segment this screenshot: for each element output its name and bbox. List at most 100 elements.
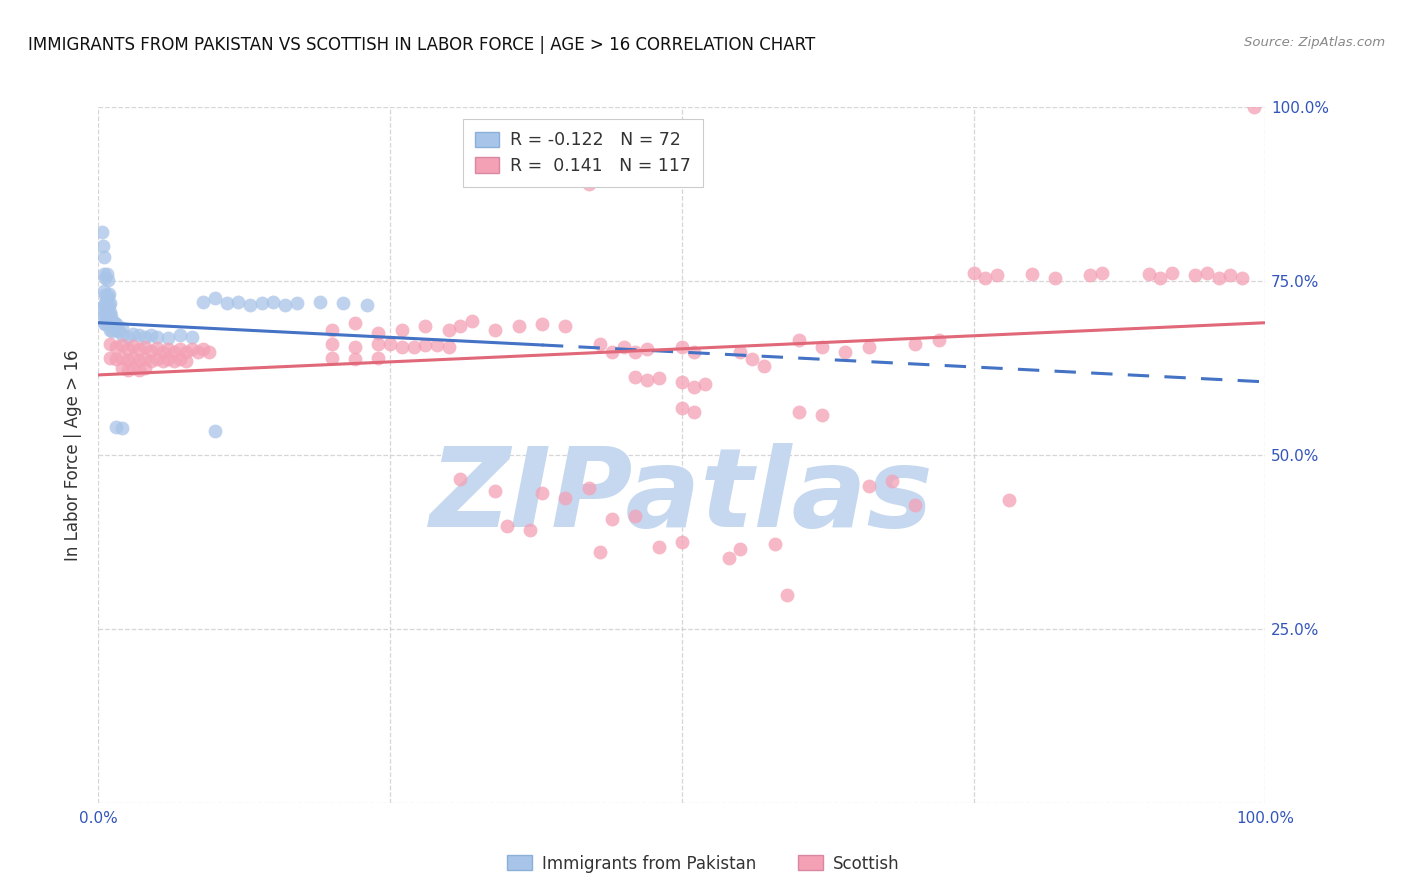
Point — [811, 340, 834, 354]
Point — [484, 484, 506, 499]
Point — [1045, 270, 1067, 285]
Point — [117, 329, 139, 343]
Point — [682, 380, 704, 394]
Point — [97, 298, 120, 312]
Point — [787, 333, 810, 347]
Point — [1080, 268, 1102, 283]
Point — [554, 491, 576, 505]
Point — [578, 481, 600, 495]
Point — [117, 363, 139, 377]
Point — [93, 298, 115, 312]
Point — [97, 307, 120, 321]
Point — [104, 316, 127, 330]
Point — [122, 339, 145, 353]
Point — [94, 270, 117, 285]
Point — [152, 354, 174, 368]
Point — [105, 323, 128, 337]
Point — [449, 472, 471, 486]
Point — [96, 291, 118, 305]
Point — [91, 239, 114, 253]
Point — [1021, 267, 1043, 281]
Point — [274, 298, 297, 312]
Point — [204, 291, 226, 305]
Point — [96, 267, 118, 281]
Point — [1184, 268, 1206, 283]
Point — [695, 376, 717, 391]
Point — [1219, 268, 1241, 283]
Point — [139, 328, 162, 343]
Point — [215, 296, 238, 310]
Point — [93, 316, 115, 330]
Point — [204, 424, 226, 438]
Point — [391, 323, 413, 337]
Point — [96, 301, 118, 315]
Point — [111, 338, 134, 352]
Point — [96, 314, 118, 328]
Point — [134, 351, 156, 366]
Point — [97, 289, 120, 303]
Point — [858, 479, 880, 493]
Point — [97, 316, 120, 330]
Point — [163, 345, 186, 359]
Text: IMMIGRANTS FROM PAKISTAN VS SCOTTISH IN LABOR FORCE | AGE > 16 CORRELATION CHART: IMMIGRANTS FROM PAKISTAN VS SCOTTISH IN … — [28, 36, 815, 54]
Point — [250, 296, 273, 310]
Point — [1230, 270, 1253, 285]
Point — [309, 294, 332, 309]
Point — [554, 319, 576, 334]
Point — [228, 294, 250, 309]
Point — [344, 340, 367, 354]
Point — [1195, 266, 1218, 280]
Point — [437, 340, 460, 354]
Point — [97, 272, 120, 286]
Point — [146, 329, 169, 343]
Point — [122, 326, 145, 341]
Point — [1243, 100, 1265, 114]
Point — [180, 329, 202, 343]
Point — [426, 338, 449, 352]
Point — [174, 354, 197, 368]
Point — [111, 351, 134, 365]
Point — [239, 298, 262, 312]
Point — [101, 314, 124, 328]
Point — [928, 333, 950, 347]
Point — [262, 294, 284, 309]
Point — [94, 307, 117, 321]
Point — [636, 342, 658, 356]
Point — [367, 326, 389, 340]
Point — [589, 545, 612, 559]
Point — [100, 316, 122, 330]
Point — [402, 340, 425, 354]
Point — [93, 267, 115, 281]
Point — [530, 317, 553, 331]
Point — [962, 266, 984, 280]
Point — [624, 370, 647, 384]
Point — [344, 316, 367, 330]
Point — [484, 323, 506, 337]
Point — [122, 360, 145, 375]
Point — [880, 475, 903, 489]
Point — [391, 340, 413, 354]
Point — [997, 493, 1019, 508]
Point — [367, 351, 389, 365]
Point — [96, 310, 118, 325]
Point — [187, 345, 209, 359]
Legend: R = -0.122   N = 72, R =  0.141   N = 117: R = -0.122 N = 72, R = 0.141 N = 117 — [463, 120, 703, 187]
Point — [1137, 267, 1160, 281]
Point — [834, 345, 856, 359]
Point — [344, 351, 367, 366]
Point — [104, 317, 127, 331]
Text: Source: ZipAtlas.com: Source: ZipAtlas.com — [1244, 36, 1385, 49]
Point — [93, 285, 115, 299]
Point — [139, 354, 162, 368]
Point — [111, 328, 134, 343]
Point — [578, 177, 600, 191]
Point — [103, 317, 125, 331]
Point — [139, 343, 162, 358]
Point — [104, 321, 127, 335]
Point — [111, 360, 134, 375]
Point — [122, 351, 145, 365]
Point — [461, 314, 484, 328]
Point — [193, 342, 215, 356]
Point — [763, 537, 786, 551]
Point — [193, 294, 215, 309]
